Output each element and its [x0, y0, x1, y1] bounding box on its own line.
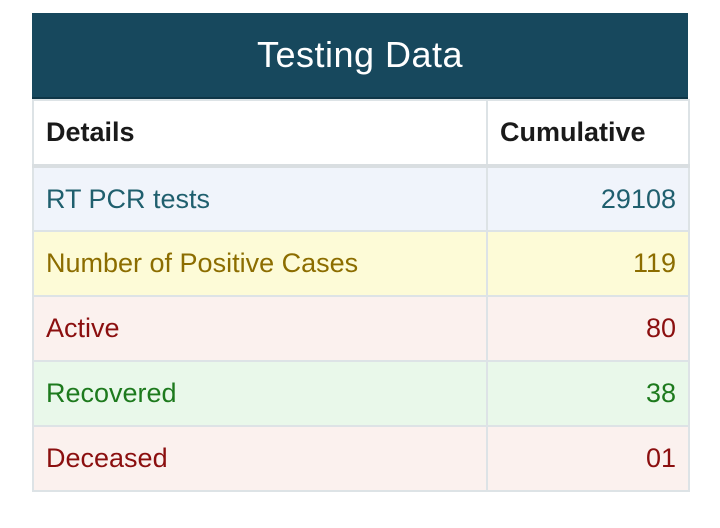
- row-value: 01: [486, 425, 690, 492]
- table-row: RT PCR tests 29108: [32, 165, 690, 232]
- card-title: Testing Data: [32, 13, 688, 99]
- row-value: 80: [486, 295, 690, 362]
- header-row: Details Cumulative: [32, 99, 690, 168]
- row-label: Active: [32, 295, 488, 362]
- table-row: Number of Positive Cases 119: [32, 230, 690, 297]
- row-label: Recovered: [32, 360, 488, 427]
- header-details: Details: [32, 99, 488, 168]
- row-value: 29108: [486, 165, 690, 232]
- table-row: Active 80: [32, 295, 690, 362]
- testing-data-card: Testing Data Details Cumulative RT PCR t…: [32, 13, 690, 492]
- row-value: 119: [486, 230, 690, 297]
- table-row: Deceased 01: [32, 425, 690, 492]
- row-value: 38: [486, 360, 690, 427]
- header-cumulative: Cumulative: [486, 99, 690, 168]
- row-label: Number of Positive Cases: [32, 230, 488, 297]
- table-row: Recovered 38: [32, 360, 690, 427]
- row-label: Deceased: [32, 425, 488, 492]
- row-label: RT PCR tests: [32, 165, 488, 232]
- testing-data-table: Details Cumulative RT PCR tests 29108 Numb…: [32, 99, 690, 492]
